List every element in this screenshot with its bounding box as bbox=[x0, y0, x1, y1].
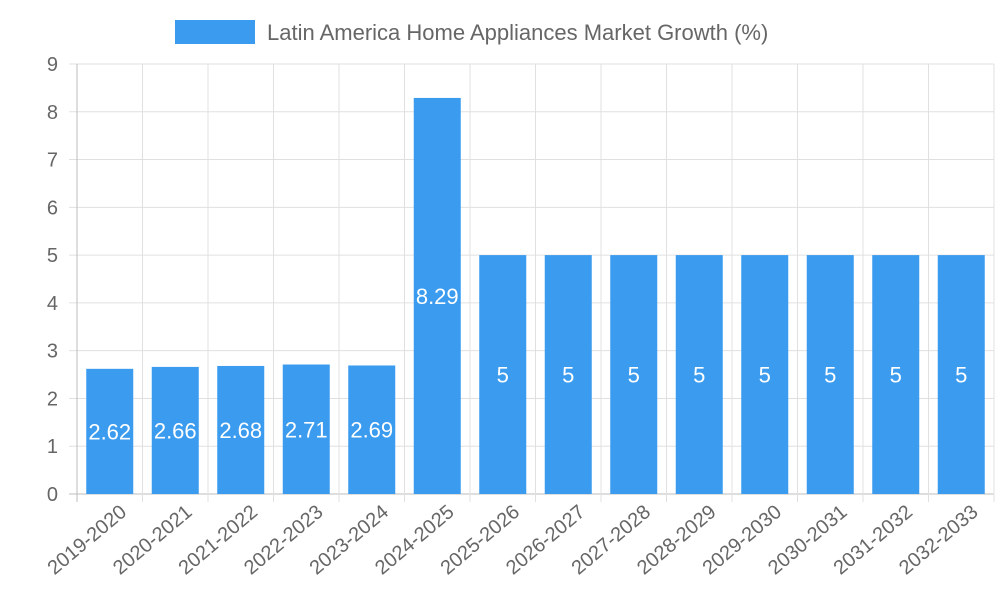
data-label: 2.66 bbox=[154, 418, 197, 443]
bar[interactable] bbox=[151, 366, 199, 494]
data-label: 5 bbox=[628, 363, 640, 388]
legend[interactable]: Latin America Home Appliances Market Gro… bbox=[175, 20, 768, 45]
data-label: 2.71 bbox=[285, 417, 328, 442]
bar[interactable] bbox=[872, 255, 920, 494]
bar[interactable] bbox=[675, 255, 723, 494]
bar[interactable] bbox=[544, 255, 592, 494]
legend-swatch bbox=[175, 20, 255, 44]
bar[interactable] bbox=[413, 97, 461, 494]
data-label: 5 bbox=[693, 363, 705, 388]
data-label: 2.68 bbox=[219, 418, 262, 443]
data-label: 5 bbox=[497, 363, 509, 388]
y-tick-label: 7 bbox=[47, 150, 58, 172]
x-axis: 2019-20202020-20212021-20222022-20232023… bbox=[44, 501, 983, 579]
data-label: 2.69 bbox=[350, 418, 393, 443]
data-label: 5 bbox=[562, 363, 574, 388]
bar[interactable] bbox=[217, 365, 265, 494]
data-labels: 2.62 2.66 2.68 2.71 2.69 8.29 5 5 5 5 5 5 5 5 bbox=[88, 284, 967, 444]
bar[interactable] bbox=[479, 255, 527, 494]
y-tick-label: 5 bbox=[47, 245, 58, 267]
y-tick-label: 6 bbox=[47, 197, 58, 219]
data-label: 5 bbox=[955, 363, 967, 388]
bar[interactable] bbox=[806, 255, 854, 494]
y-tick-label: 3 bbox=[47, 341, 58, 363]
bar[interactable] bbox=[741, 255, 789, 494]
bar[interactable] bbox=[937, 255, 985, 494]
bar[interactable] bbox=[86, 368, 134, 494]
y-tick-label: 0 bbox=[47, 484, 58, 506]
y-tick-label: 4 bbox=[47, 293, 58, 315]
grid bbox=[69, 63, 995, 502]
bar[interactable] bbox=[348, 365, 396, 494]
data-label: 8.29 bbox=[416, 284, 459, 309]
y-tick-label: 2 bbox=[47, 388, 58, 410]
y-tick-label: 9 bbox=[47, 54, 58, 76]
y-tick-label: 8 bbox=[47, 102, 58, 124]
bar[interactable] bbox=[610, 255, 658, 494]
data-label: 5 bbox=[824, 363, 836, 388]
y-tick-label: 1 bbox=[47, 436, 58, 458]
y-axis: 0 1 2 3 4 5 6 7 8 9 bbox=[47, 54, 58, 506]
data-label: 2.62 bbox=[88, 419, 131, 444]
legend-label: Latin America Home Appliances Market Gro… bbox=[267, 20, 768, 45]
data-label: 5 bbox=[759, 363, 771, 388]
bars bbox=[86, 97, 985, 494]
data-label: 5 bbox=[890, 363, 902, 388]
bar[interactable] bbox=[282, 364, 330, 494]
